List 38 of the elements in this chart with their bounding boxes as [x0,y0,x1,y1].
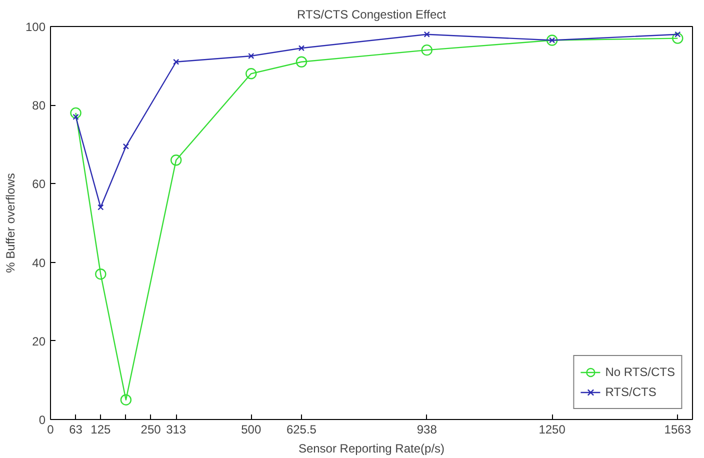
x-tick-label: 938 [416,422,438,436]
x-tick-label: 0 [47,422,54,436]
x-tick-label: 313 [166,422,186,436]
y-tick-label: 40 [32,256,46,270]
point [424,31,430,38]
y-tick-label: 60 [32,177,46,192]
point [672,32,684,44]
legend-label: RTS/CTS [605,385,656,399]
point [98,204,104,210]
x-tick-label: 125 [90,422,111,436]
y-tick-label: 20 [32,334,46,348]
point [70,107,82,119]
point [248,52,254,60]
point [246,68,257,80]
point [72,114,79,120]
point [296,56,308,68]
point [298,45,305,52]
x-tick-label: 500 [241,422,262,436]
y-tick-label: 100 [25,20,46,34]
point [546,34,558,46]
x-tick-label: 1563 [664,422,692,436]
point [122,143,130,150]
point [170,154,182,166]
x-tick-label: 250 [140,422,162,436]
legend-label: No RTS/CTS [605,365,675,379]
point [120,394,132,406]
point [421,44,432,56]
point [674,31,681,38]
x-tick-label: 1250 [538,422,566,436]
x-tick-label: 63 [69,422,83,436]
y-axis-title: % Buffer overflows [3,173,18,273]
point [95,268,106,280]
y-tick-label: 0 [38,413,46,427]
point [173,58,180,65]
chart-title: RTS/CTS Congestion Effect [297,8,447,22]
x-axis-title: Sensor Reporting Rate(p/s) [298,442,445,456]
y-tick-label: 80 [32,98,46,113]
x-tick-label: 625.5 [286,422,317,436]
